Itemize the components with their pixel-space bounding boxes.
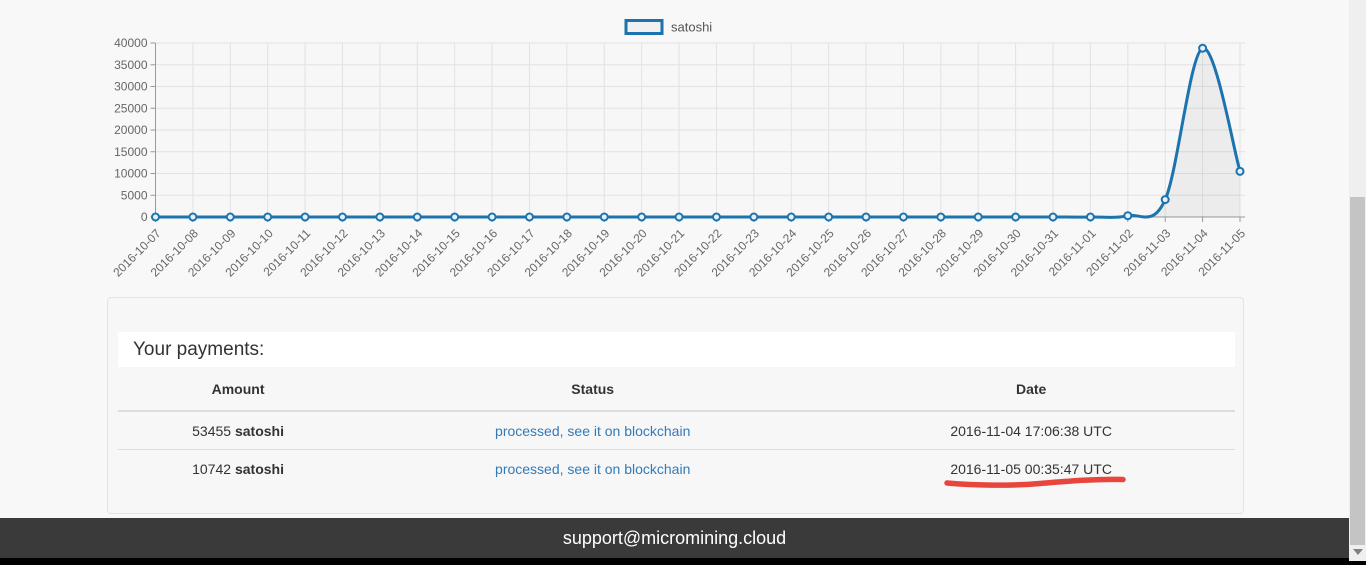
data-point [188, 212, 198, 222]
legend-label: satoshi [671, 20, 712, 35]
payments-table-body: 53455 satoshi processed, see it on blockc… [118, 410, 1235, 487]
blockchain-link[interactable]: processed, see it on blockchain [495, 460, 691, 477]
blockchain-link[interactable]: processed, see it on blockchain [495, 422, 691, 439]
payments-row: 10742 satoshi processed, see it on blockc… [118, 449, 1235, 487]
data-point [151, 212, 160, 222]
data-point [562, 212, 572, 222]
data-point [1160, 195, 1170, 205]
data-point [225, 212, 235, 222]
payments-row: 53455 satoshi processed, see it on blockc… [118, 410, 1235, 450]
y-axis-label: 15000 [114, 145, 148, 159]
amount-value: 53455 [192, 422, 232, 439]
amount-unit: satoshi [234, 422, 284, 439]
y-axis-label: 25000 [114, 101, 148, 115]
date-cell: 2016-11-05 00:35:47 UTC [827, 449, 1235, 487]
amount-value: 10742 [192, 460, 232, 477]
data-point [1198, 43, 1208, 53]
date-column-header: Date [827, 368, 1235, 412]
data-point [1048, 212, 1058, 222]
amount-cell: 53455 satoshi [118, 410, 359, 450]
data-point [524, 212, 534, 222]
data-point [637, 212, 647, 222]
satoshi-earnings-chart: 0 5000 10000 15000 20000 25000 30000 35000 40000… [110, 19, 1248, 280]
data-point [936, 212, 946, 222]
legend-swatch [624, 19, 664, 35]
y-axis-label: 35000 [114, 58, 148, 72]
vertical-scrollbar[interactable] [1349, 0, 1366, 561]
data-point [263, 212, 273, 222]
data-point [1011, 212, 1021, 222]
data-point [375, 212, 385, 222]
y-axis-label: 0 [141, 210, 148, 224]
support-email: support@micromining.cloud [562, 528, 787, 548]
data-point [749, 212, 759, 222]
scrollbar-thumb[interactable] [1350, 197, 1365, 545]
y-axis-label: 40000 [114, 36, 148, 50]
data-point [1235, 166, 1245, 176]
data-point [861, 212, 871, 222]
data-point [1123, 211, 1133, 221]
payments-panel-title: Your payments: [118, 332, 1235, 367]
y-axis-label: 5000 [121, 188, 148, 202]
data-point [487, 212, 497, 222]
data-point [599, 212, 609, 222]
data-point [824, 212, 834, 222]
scrollbar-down-arrow-icon[interactable] [1353, 549, 1363, 555]
footer-bar: support@micromining.cloud [0, 518, 1349, 558]
data-point [786, 212, 796, 222]
data-point [450, 212, 460, 222]
payments-table-header-row: Amount Status Date [118, 368, 1235, 412]
data-point [711, 212, 721, 222]
data-point [300, 212, 310, 222]
data-point [1085, 212, 1095, 222]
data-point [898, 212, 908, 222]
status-column-header: Status [358, 368, 828, 412]
data-point [674, 212, 684, 222]
payments-table: Amount Status Date 53455 satoshi processe… [118, 368, 1235, 487]
amount-unit: satoshi [234, 460, 284, 477]
data-point [337, 212, 347, 222]
amount-column-header: Amount [118, 368, 359, 412]
status-cell: processed, see it on blockchain [358, 449, 828, 487]
data-point [973, 212, 983, 222]
y-axis-label: 10000 [114, 167, 148, 181]
amount-cell: 10742 satoshi [118, 449, 359, 487]
y-axis-label: 30000 [114, 80, 148, 94]
y-axis-label: 20000 [114, 123, 148, 137]
bottom-black-strip [0, 558, 1366, 565]
status-cell: processed, see it on blockchain [358, 410, 828, 450]
data-point [412, 212, 422, 222]
date-cell: 2016-11-04 17:06:38 UTC [827, 410, 1235, 450]
payments-panel: Your payments: Amount Status Date 53455 … [107, 297, 1244, 514]
